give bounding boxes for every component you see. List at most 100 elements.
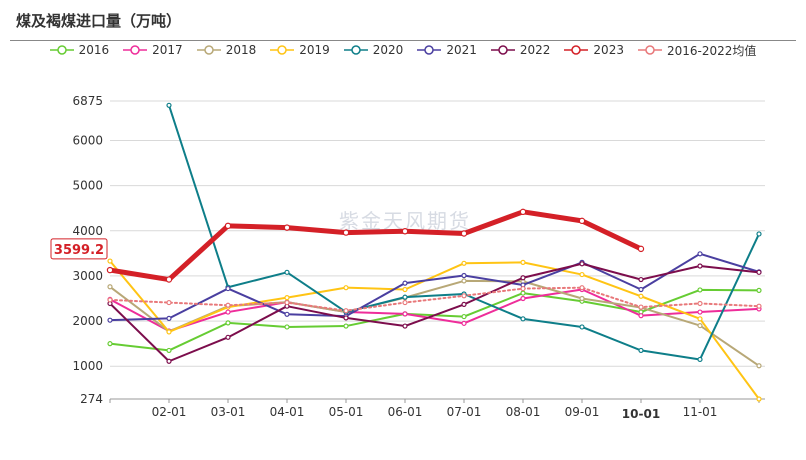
- data-point: [461, 293, 467, 299]
- data-point: [107, 341, 113, 347]
- data-point: [343, 285, 349, 291]
- data-point: [225, 285, 231, 292]
- series-2016-2022均值: [107, 285, 762, 314]
- chart-legend: 2016 2017 2018 2019 2020 2021 2022 2023 2016-202…: [0, 41, 806, 59]
- legend-label: 2023: [593, 43, 624, 57]
- data-point: [402, 294, 408, 300]
- data-point: [284, 324, 290, 330]
- data-point: [166, 329, 172, 335]
- data-point: [520, 285, 526, 292]
- data-point: [284, 311, 290, 317]
- y-tick-label: 6000: [72, 134, 103, 148]
- data-point: [697, 322, 703, 329]
- legend-item-2016-2022均值[interactable]: 2016-2022均值: [637, 41, 756, 59]
- y-tick-label: 2000: [72, 314, 103, 328]
- data-point: [166, 358, 172, 364]
- data-point: [225, 302, 231, 308]
- data-point: [283, 224, 291, 231]
- data-point: [697, 356, 703, 363]
- last-value-callout: 3599.2: [50, 238, 108, 260]
- data-point: [225, 334, 231, 340]
- data-point: [697, 309, 703, 315]
- data-point: [697, 300, 703, 307]
- data-point: [165, 276, 173, 283]
- data-point: [520, 295, 526, 302]
- legend-swatch: [196, 45, 221, 55]
- legend-item-2017[interactable]: 2017: [123, 41, 183, 59]
- legend-item-2019[interactable]: 2019: [270, 41, 330, 59]
- data-point: [520, 290, 526, 296]
- legend-item-2021[interactable]: 2021: [417, 41, 477, 59]
- data-point: [401, 228, 409, 235]
- series-2017: [107, 286, 762, 334]
- data-point: [579, 285, 585, 291]
- data-point: [638, 293, 644, 299]
- data-point: [284, 295, 290, 301]
- data-point: [106, 266, 114, 274]
- x-tick-label: 07-01: [447, 405, 482, 419]
- x-tick-label: 02-01: [152, 405, 187, 419]
- data-point: [461, 272, 467, 279]
- data-point: [107, 284, 113, 290]
- data-point: [402, 286, 408, 293]
- legend-item-2016[interactable]: 2016: [49, 41, 109, 59]
- legend-swatch: [343, 45, 368, 55]
- series-line: [109, 288, 760, 333]
- legend-label: 2022: [519, 43, 551, 57]
- data-point: [697, 263, 703, 269]
- x-tick-label: 03-01: [211, 405, 246, 419]
- legend-item-2022[interactable]: 2022: [490, 41, 551, 59]
- legend-item-2023[interactable]: 2023: [564, 41, 624, 59]
- y-tick-label: 274: [80, 392, 103, 406]
- data-point: [461, 278, 467, 284]
- data-point: [225, 320, 231, 326]
- data-point: [107, 297, 113, 303]
- series-line: [109, 262, 760, 363]
- legend-swatch: [270, 45, 295, 55]
- title-divider: [10, 40, 796, 41]
- data-point: [756, 287, 762, 293]
- data-point: [756, 396, 762, 402]
- data-point: [697, 251, 703, 257]
- data-point: [166, 315, 172, 321]
- data-point: [461, 320, 467, 326]
- data-point: [342, 229, 350, 236]
- series-2023: [106, 208, 645, 283]
- series-line: [107, 209, 644, 283]
- data-point: [402, 323, 408, 329]
- data-point: [402, 311, 408, 317]
- data-point: [756, 231, 762, 237]
- y-tick-label: 4000: [72, 224, 103, 238]
- series-2022: [107, 261, 762, 364]
- y-tick-label: 5000: [72, 179, 103, 193]
- data-point: [756, 269, 762, 275]
- legend-label: 2018: [225, 43, 257, 57]
- legend-item-2018[interactable]: 2018: [196, 41, 257, 59]
- data-point: [166, 347, 172, 354]
- data-point: [402, 280, 408, 286]
- data-point: [579, 295, 585, 302]
- legend-label: 2017: [152, 43, 183, 57]
- data-point: [697, 316, 703, 322]
- legend-label: 2020: [372, 43, 404, 57]
- data-point: [343, 323, 349, 329]
- series-2021: [107, 251, 762, 323]
- legend-item-2020[interactable]: 2020: [343, 41, 404, 59]
- y-tick-label: 3000: [72, 269, 103, 283]
- data-point: [579, 261, 585, 267]
- data-point: [638, 313, 644, 319]
- data-point: [343, 315, 349, 321]
- data-point: [520, 259, 526, 265]
- data-point: [166, 299, 172, 306]
- series-line: [109, 286, 760, 312]
- legend-swatch: [490, 45, 515, 55]
- x-tick-label: 09-01: [565, 405, 600, 419]
- legend-swatch: [564, 45, 589, 55]
- data-point: [461, 313, 467, 320]
- x-tick-label: 04-01: [270, 405, 305, 419]
- data-point: [520, 275, 526, 281]
- data-point: [225, 309, 231, 315]
- legend-swatch: [49, 45, 74, 55]
- data-point: [460, 230, 468, 237]
